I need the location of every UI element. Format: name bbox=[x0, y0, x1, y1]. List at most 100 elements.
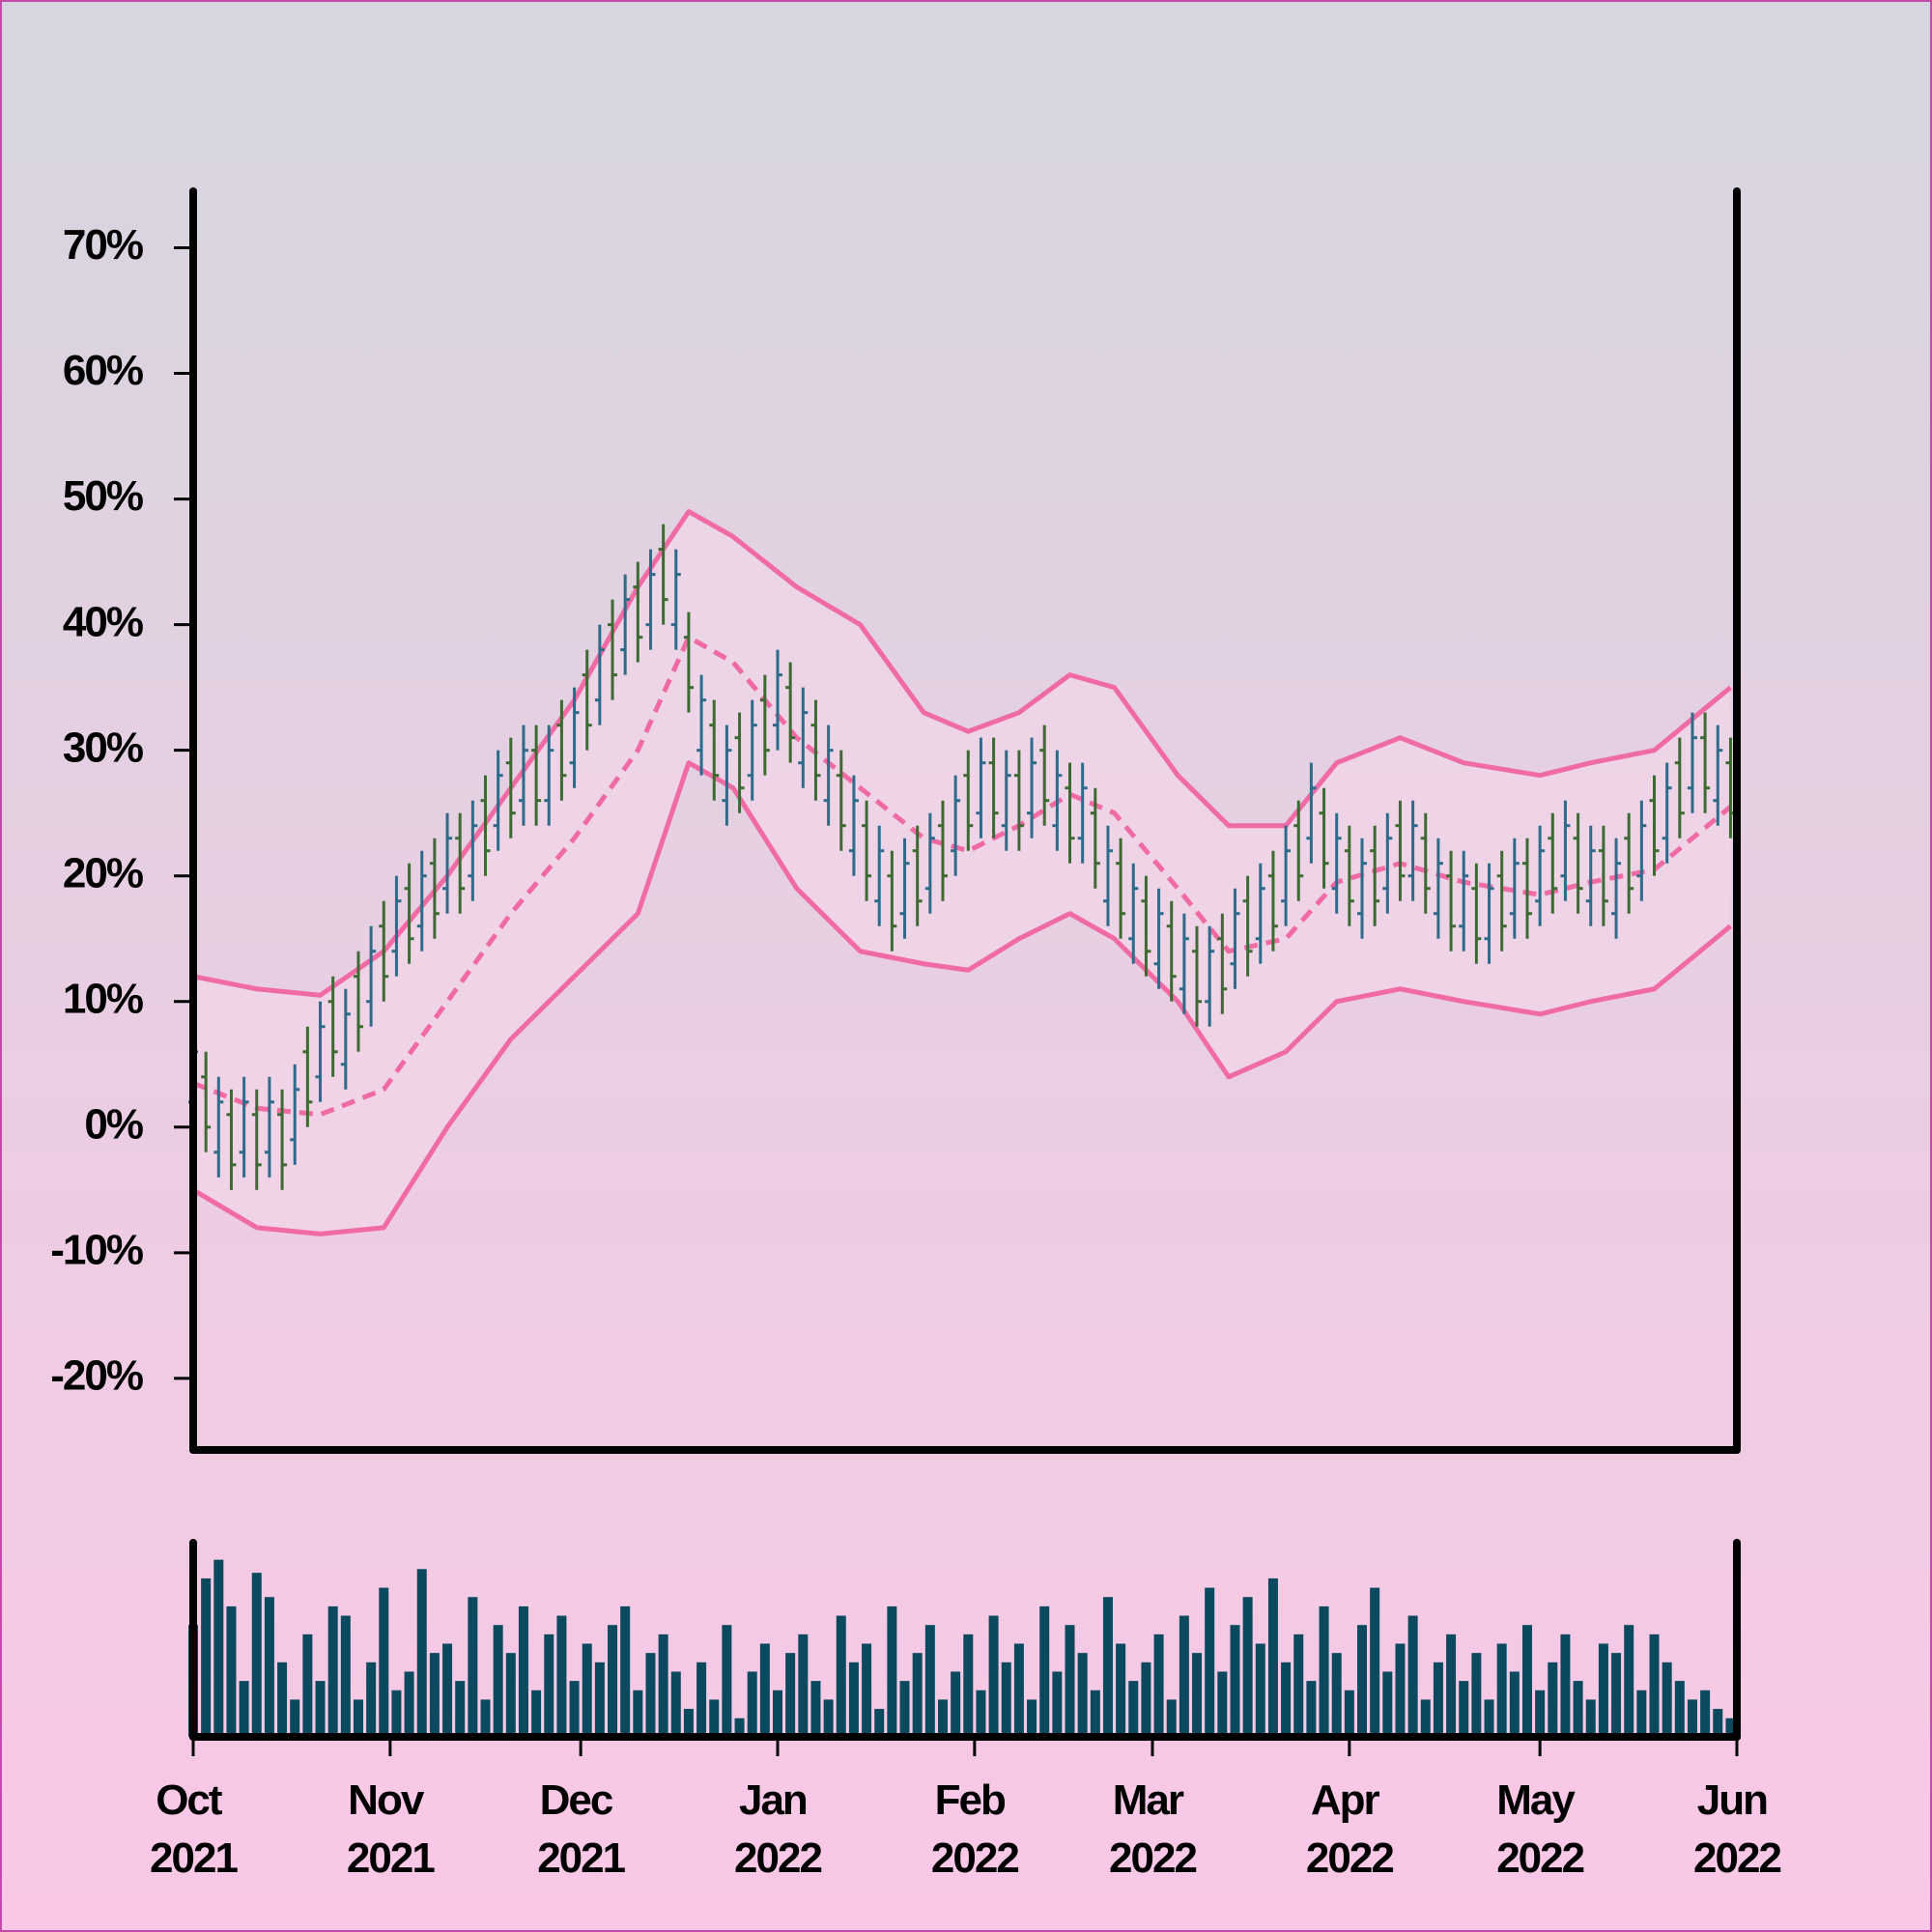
volume-bar bbox=[798, 1634, 809, 1737]
volume-bar bbox=[709, 1699, 720, 1737]
volume-bar bbox=[455, 1681, 466, 1737]
volume-bar bbox=[379, 1587, 389, 1737]
volume-bar bbox=[1395, 1643, 1406, 1737]
volume-bar bbox=[340, 1615, 351, 1737]
volume-bar bbox=[1496, 1643, 1507, 1737]
y-tick-label: 50% bbox=[63, 472, 143, 520]
volume-bar bbox=[1649, 1634, 1660, 1737]
volume-bar bbox=[1331, 1653, 1342, 1737]
volume-bar bbox=[1027, 1699, 1037, 1737]
x-tick-label: Jun 2022 bbox=[1693, 1776, 1780, 1882]
volume-bar bbox=[1293, 1634, 1304, 1737]
volume-bar bbox=[1281, 1662, 1292, 1737]
volume-bar bbox=[1267, 1577, 1278, 1737]
upper-band bbox=[192, 509, 1733, 998]
volume-bar bbox=[912, 1653, 923, 1737]
volume-bar bbox=[277, 1662, 288, 1737]
volume-bar bbox=[976, 1690, 986, 1737]
volume-bar bbox=[1001, 1662, 1011, 1737]
volume-bar bbox=[773, 1690, 783, 1737]
y-tick-label: 60% bbox=[63, 347, 143, 394]
volume-bar bbox=[226, 1605, 237, 1737]
volume-bar bbox=[951, 1671, 961, 1737]
volume-bar bbox=[1039, 1605, 1050, 1737]
volume-bar bbox=[1598, 1643, 1608, 1737]
volume-bar bbox=[988, 1615, 999, 1737]
volume-bar bbox=[633, 1690, 643, 1737]
volume-bar bbox=[1725, 1718, 1736, 1737]
volume-bar bbox=[924, 1625, 935, 1737]
volume-bar bbox=[759, 1643, 770, 1737]
volume-bar bbox=[302, 1634, 313, 1737]
x-tick-label: Apr 2022 bbox=[1306, 1776, 1393, 1882]
volume-bar bbox=[645, 1653, 656, 1737]
volume-bar bbox=[1548, 1662, 1558, 1737]
volume-bar bbox=[213, 1559, 224, 1737]
volume-bar bbox=[963, 1634, 974, 1737]
volume-bar bbox=[747, 1671, 757, 1737]
volume-bar bbox=[1242, 1597, 1253, 1737]
volume-bar bbox=[1065, 1625, 1075, 1737]
volume-bar bbox=[1573, 1681, 1583, 1737]
volume-bar bbox=[251, 1573, 262, 1737]
volume-bar bbox=[594, 1662, 605, 1737]
middle-band bbox=[192, 635, 1733, 1118]
volume-bar bbox=[429, 1653, 440, 1737]
y-tick-label: -20% bbox=[50, 1352, 143, 1400]
volume-bar bbox=[670, 1671, 681, 1737]
volume-bar bbox=[937, 1699, 948, 1737]
volume-bar bbox=[1624, 1625, 1634, 1737]
volume-bar bbox=[1090, 1690, 1100, 1737]
volume-bar bbox=[1674, 1681, 1685, 1737]
band-fill bbox=[193, 511, 1731, 1235]
volume-bar bbox=[556, 1615, 567, 1737]
volume-bar bbox=[1166, 1699, 1177, 1737]
volume-bar bbox=[658, 1634, 668, 1737]
volume-bar bbox=[315, 1681, 326, 1737]
x-tick-label: May 2022 bbox=[1496, 1776, 1583, 1882]
band-layer bbox=[193, 511, 1731, 1235]
volume-bar bbox=[696, 1662, 707, 1737]
volume-bar bbox=[1370, 1587, 1380, 1737]
volume-bar bbox=[887, 1605, 897, 1737]
volume-bar bbox=[1662, 1662, 1672, 1737]
y-tick-label: 20% bbox=[63, 849, 143, 896]
volume-bar bbox=[1535, 1690, 1546, 1737]
volume-bar bbox=[1357, 1625, 1368, 1737]
volume-bar bbox=[1255, 1643, 1265, 1737]
volume-bar bbox=[1141, 1662, 1151, 1737]
volume-bar bbox=[1192, 1653, 1203, 1737]
volume-bar bbox=[1687, 1699, 1697, 1737]
volume-bar bbox=[264, 1597, 274, 1737]
volume-bar bbox=[327, 1605, 338, 1737]
volume-bar bbox=[1179, 1615, 1189, 1737]
volume-bar bbox=[569, 1681, 580, 1737]
y-tick-label: 10% bbox=[63, 975, 143, 1022]
volume-bar bbox=[1585, 1699, 1596, 1737]
volume-bar bbox=[1344, 1690, 1354, 1737]
volume-bar bbox=[366, 1662, 377, 1737]
volume-bar bbox=[1713, 1709, 1723, 1737]
volume-bar bbox=[1611, 1653, 1622, 1737]
volume-bar bbox=[1484, 1699, 1494, 1737]
volume-bar bbox=[1128, 1681, 1139, 1737]
axes: -20% -10% 0% 10% 20% 30% 40% 50% 60% 70% Oct 2021 N… bbox=[50, 187, 1782, 1882]
volume-bar bbox=[683, 1709, 694, 1737]
volume-bar bbox=[404, 1671, 414, 1737]
volume-bar bbox=[480, 1699, 491, 1737]
volume-bar bbox=[608, 1625, 618, 1737]
x-tick-label: Oct 2021 bbox=[150, 1776, 238, 1882]
volume-bar bbox=[1509, 1671, 1520, 1737]
x-tick-label: Dec 2021 bbox=[537, 1776, 625, 1882]
volume-bar bbox=[1205, 1587, 1215, 1737]
volume-bar bbox=[1446, 1634, 1457, 1737]
volume-bar bbox=[1560, 1634, 1571, 1737]
volume-bar bbox=[1230, 1625, 1240, 1737]
volume-bar bbox=[416, 1569, 427, 1737]
volume-bar bbox=[1471, 1653, 1482, 1737]
y-tick-label: 30% bbox=[63, 724, 143, 771]
volume-bar bbox=[1306, 1681, 1317, 1737]
volume-bar bbox=[518, 1605, 528, 1737]
volume-bar bbox=[1433, 1662, 1443, 1737]
